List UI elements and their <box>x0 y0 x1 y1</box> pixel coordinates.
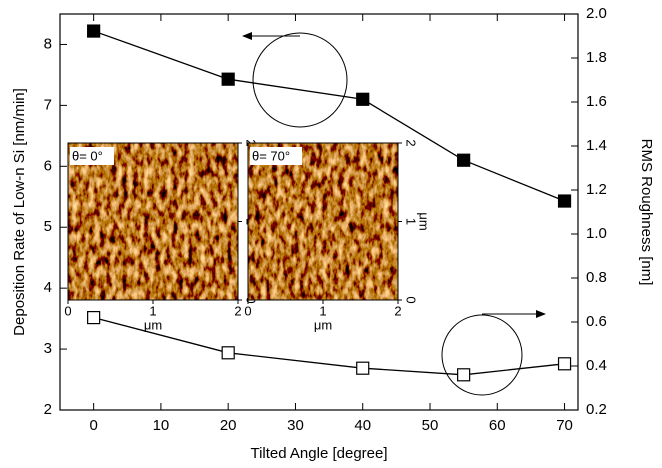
y2-tick-label: 1.6 <box>586 93 607 110</box>
inset-label: θ= 70° <box>252 148 290 163</box>
y-axis-label: Deposition Rate of Low-n Si [nm/min] <box>11 88 28 336</box>
x-tick-label: 40 <box>354 417 371 434</box>
x-tick-label: 30 <box>287 417 304 434</box>
point <box>457 368 471 382</box>
y-tick-label: 7 <box>44 96 52 113</box>
x-tick-label: 0 <box>89 417 97 434</box>
point <box>87 311 101 325</box>
y2-tick-label: 0.2 <box>586 401 607 418</box>
plot-frame <box>59 13 579 411</box>
inset-label: θ= 0° <box>72 148 103 163</box>
point <box>87 24 101 38</box>
inset-x-tick-label: 0 <box>244 303 251 318</box>
point <box>557 357 572 371</box>
y2-tick-label: 0.8 <box>586 269 607 286</box>
inset-x-tick-label: 0 <box>64 303 71 318</box>
inset-y-label: μm <box>417 212 432 230</box>
y-tick-label: 2 <box>44 401 52 418</box>
y-tick-label: 8 <box>44 35 52 52</box>
x-axis-label: Tilted Angle [degree] <box>250 445 387 462</box>
inset-label-bg <box>70 147 114 165</box>
inset-x-tick-label: 1 <box>149 303 156 318</box>
inset-y-tick-label: 2 <box>404 139 419 146</box>
y2-tick-label: 1.8 <box>586 49 607 66</box>
inset-x-label: μm <box>314 317 332 332</box>
point <box>356 361 370 375</box>
y-tick-label: 6 <box>44 157 52 174</box>
y2-tick-label: 2.0 <box>586 5 607 22</box>
inset-y-tick-label: 0 <box>404 296 419 303</box>
inset-x-label: μm <box>144 317 162 332</box>
x-tick-label: 20 <box>220 417 237 434</box>
inset-x-tick-label: 1 <box>319 303 326 318</box>
x-tick-label: 70 <box>556 417 573 434</box>
inset-x-tick-label: 2 <box>234 303 241 318</box>
afm-image <box>68 143 238 300</box>
y2-tick-label: 0.6 <box>586 313 607 330</box>
y2-tick-label: 1.2 <box>586 181 607 198</box>
x-tick-label: 60 <box>489 417 506 434</box>
annotation-right <box>441 310 546 396</box>
y2-axis-label: RMS Roughness [nm] <box>638 139 655 286</box>
y2-tick-label: 0.4 <box>586 357 607 374</box>
x-tick-label: 10 <box>153 417 170 434</box>
point <box>356 92 370 106</box>
inset-label-bg <box>250 147 302 165</box>
y-tick-label: 3 <box>44 340 52 357</box>
y-tick-label: 4 <box>44 279 52 296</box>
afm-image <box>248 143 398 300</box>
x-tick-label: 50 <box>422 417 439 434</box>
point <box>457 153 471 167</box>
point <box>557 194 572 208</box>
y-tick-label: 5 <box>44 218 52 235</box>
point <box>221 346 235 360</box>
inset-x-tick-label: 2 <box>394 303 401 318</box>
inset-y-tick-label: 1 <box>404 218 419 225</box>
y2-tick-label: 1.0 <box>586 225 607 242</box>
annotation-left <box>242 32 348 128</box>
point <box>221 72 235 86</box>
y2-tick-label: 1.4 <box>586 137 607 154</box>
